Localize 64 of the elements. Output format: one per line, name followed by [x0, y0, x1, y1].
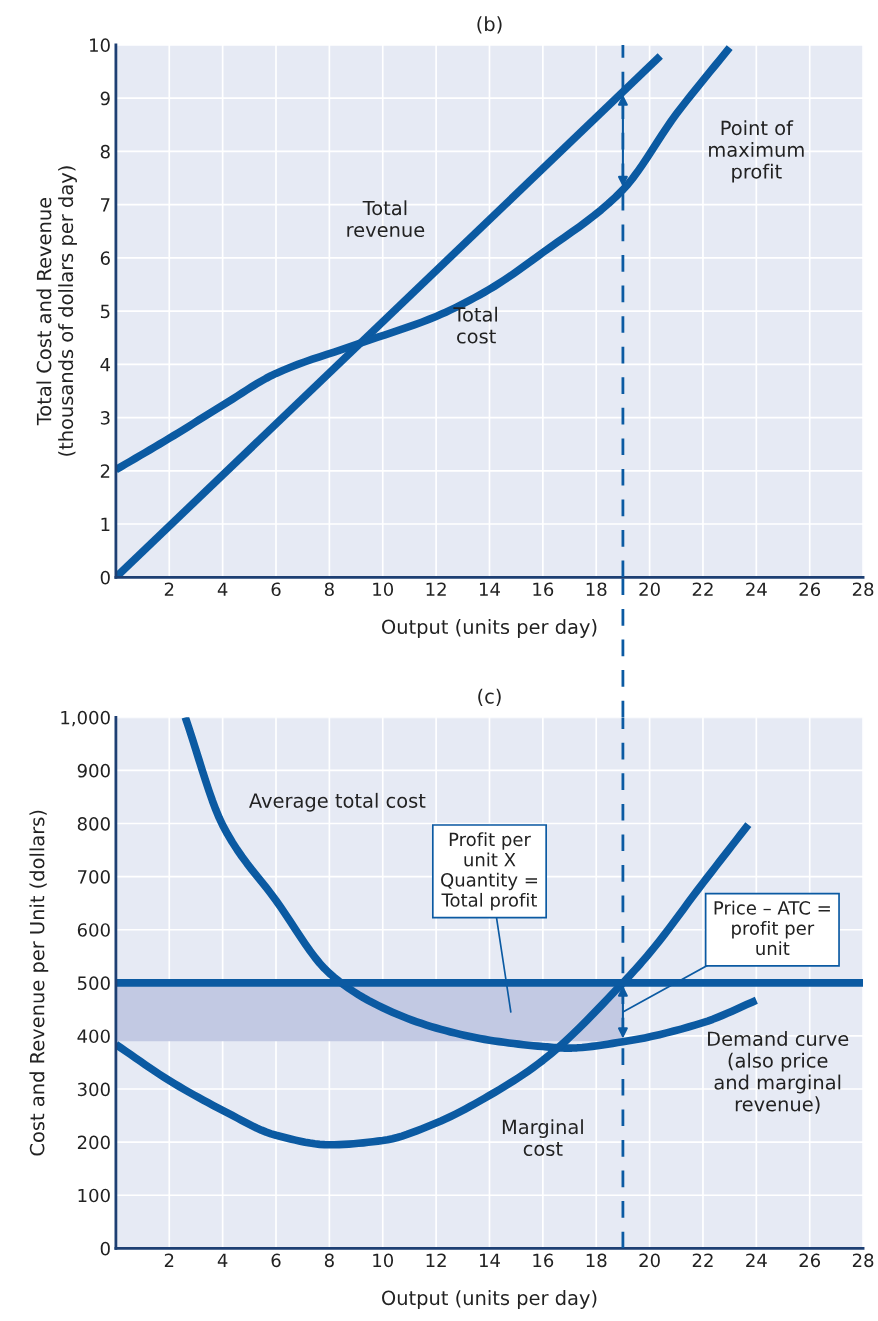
x-tick-label: 10 [373, 582, 394, 597]
x-tick-label: 16 [533, 1253, 554, 1268]
y-tick-label: 5 [100, 304, 110, 319]
x-tick-label: 28 [852, 582, 874, 597]
x-tick-label: 12 [426, 1253, 446, 1267]
x-tick-label: 2 [164, 582, 174, 596]
x-tick-label: 26 [799, 582, 821, 597]
y-tick-label: 3 [100, 411, 110, 425]
x-tick-label: 14 [479, 582, 500, 596]
x-tick-label: 10 [373, 1253, 394, 1268]
y-axis-title: Cost and Revenue per Unit (dollars) [29, 810, 49, 1156]
x-tick-label: 20 [639, 1253, 660, 1268]
annotation: Demand curve (also price and marginal revenue) [708, 1031, 849, 1114]
y-tick-label: 100 [78, 1188, 110, 1203]
y-tick-label: 4 [100, 358, 111, 372]
y-tick-label: 1 [101, 517, 110, 531]
y-tick-label: 700 [78, 870, 110, 884]
y-tick-label: 2 [100, 464, 110, 478]
x-tick-label: 18 [586, 582, 607, 597]
y-tick-label: 10 [90, 38, 110, 53]
y-tick-label: 8 [100, 144, 110, 159]
x-tick-label: 6 [271, 582, 281, 597]
y-tick-label: 600 [77, 923, 110, 937]
chart-title: (c) [478, 688, 501, 706]
x-tick-label: 22 [692, 582, 713, 596]
y-tick-label: 1,000 [61, 710, 110, 727]
chart-title: (b) [477, 16, 502, 34]
annotation: Total revenue [347, 200, 425, 238]
x-tick-label: 24 [746, 1253, 767, 1267]
annotation: Total cost [453, 306, 498, 344]
x-tick-label: 12 [426, 582, 446, 596]
annotation: Point of maximum profit [709, 120, 804, 183]
x-axis-title: Output (units per day) [382, 1290, 597, 1309]
x-tick-label: 8 [324, 1253, 334, 1268]
x-tick-label: 14 [479, 1253, 500, 1267]
x-axis-title: Output (units per day) [382, 619, 597, 638]
y-tick-label: 9 [100, 91, 110, 106]
annotation: Price – ATC = profit per unit [714, 900, 830, 956]
y-tick-label: 6 [100, 251, 110, 265]
y-tick-label: 500 [77, 976, 110, 990]
annotation: Profit per unit X Quantity = Total profit [441, 832, 538, 911]
y-axis-title: Total Cost and Revenue (thousands of dollars per day) [36, 166, 77, 456]
x-tick-label: 16 [533, 582, 554, 597]
y-tick-label: 300 [77, 1082, 110, 1097]
x-tick-label: 6 [271, 1253, 281, 1268]
y-tick-label: 0 [100, 570, 110, 585]
annotation: Average total cost [249, 792, 426, 812]
y-tick-label: 0 [100, 1241, 110, 1256]
x-tick-label: 26 [799, 1253, 821, 1268]
x-tick-label: 8 [324, 582, 334, 597]
x-tick-label: 4 [217, 1253, 228, 1267]
annotation: Marginal cost [502, 1119, 583, 1157]
y-tick-label: 400 [77, 1029, 110, 1044]
x-tick-label: 18 [586, 1253, 607, 1268]
x-tick-label: 28 [852, 1253, 874, 1268]
y-tick-label: 800 [77, 816, 110, 831]
x-tick-label: 20 [639, 582, 660, 597]
x-tick-label: 22 [692, 1253, 713, 1267]
y-tick-label: 900 [77, 763, 110, 778]
x-tick-label: 4 [217, 582, 228, 596]
y-tick-label: 200 [77, 1135, 110, 1150]
y-tick-label: 7 [101, 198, 110, 212]
x-tick-label: 24 [746, 582, 767, 596]
x-tick-label: 2 [164, 1253, 174, 1267]
